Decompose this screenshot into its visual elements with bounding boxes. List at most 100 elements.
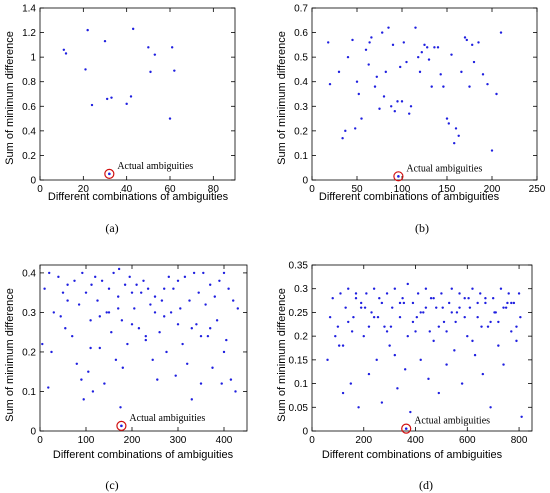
actual-ambiguity-marker	[401, 423, 412, 434]
data-point	[133, 307, 136, 310]
data-point	[372, 287, 376, 290]
data-point	[117, 267, 121, 271]
data-point	[372, 315, 376, 319]
data-point	[142, 279, 145, 283]
panel-d-letter: (d)	[419, 478, 433, 492]
y-tick-label: 0.1	[294, 379, 308, 390]
data-point	[422, 311, 425, 314]
data-point	[153, 311, 157, 314]
data-point	[192, 271, 196, 275]
data-point	[507, 292, 510, 295]
data-point	[89, 346, 92, 350]
data-point	[112, 271, 115, 275]
data-point	[98, 315, 102, 318]
x-tick-label: 100	[394, 184, 411, 195]
data-point	[188, 299, 191, 302]
data-point	[510, 330, 513, 333]
data-point	[61, 291, 65, 294]
data-point	[183, 275, 187, 279]
panel-d: Sum of minimum difference Different comb…	[276, 288, 503, 492]
panel-a-letter: (a)	[105, 221, 118, 235]
x-tick-label: 600	[459, 435, 476, 446]
actual-ambiguity-point	[120, 424, 123, 428]
data-point	[445, 117, 449, 120]
y-tick-label: 0.2	[294, 126, 308, 137]
data-point	[465, 38, 468, 42]
data-point	[227, 287, 230, 290]
y-tick-label: 0.25	[289, 308, 309, 319]
data-point	[384, 70, 387, 74]
data-point	[126, 342, 129, 346]
data-point	[427, 377, 430, 381]
actual-ambiguities-label: Actual ambiguities	[414, 416, 490, 427]
data-point	[137, 327, 141, 330]
panel-c-plot: 0 100 200 300 400 0 0.1 0.2 0.3 0.4 Actual ambigui…	[22, 264, 248, 446]
data-point	[406, 334, 409, 338]
data-point	[346, 55, 350, 59]
data-point	[105, 97, 109, 101]
data-point	[420, 51, 423, 54]
data-point	[378, 107, 381, 110]
data-point	[442, 85, 445, 88]
data-point	[90, 103, 94, 107]
data-point	[327, 41, 330, 44]
data-point	[80, 378, 83, 381]
data-point	[393, 353, 397, 357]
data-point	[341, 137, 344, 140]
data-point	[396, 387, 399, 390]
data-point	[370, 311, 373, 314]
data-point	[368, 41, 371, 44]
data-point	[48, 271, 51, 275]
data-point	[391, 306, 394, 309]
data-point	[454, 127, 458, 130]
data-point	[359, 301, 363, 305]
x-tick-label: 400	[216, 435, 233, 446]
data-point	[190, 327, 193, 330]
data-point	[519, 315, 522, 319]
data-point	[347, 287, 350, 290]
panel-b-frame	[311, 7, 538, 181]
data-point	[129, 95, 133, 98]
y-tick-label: 0.5	[294, 53, 308, 64]
y-tick-label: 0.6	[22, 102, 36, 113]
data-point	[331, 297, 334, 300]
data-point	[236, 307, 239, 310]
data-point	[328, 315, 332, 319]
x-tick-label: 20	[78, 184, 90, 195]
data-point	[351, 38, 354, 42]
data-point	[396, 100, 399, 103]
data-point	[123, 283, 127, 286]
actual-ambiguity-marker	[116, 420, 127, 431]
data-point	[466, 334, 469, 338]
data-point	[354, 297, 358, 300]
data-point	[424, 287, 428, 290]
data-point	[497, 320, 500, 324]
data-point	[169, 311, 173, 314]
y-tick-label: 0	[302, 176, 308, 187]
data-point	[339, 292, 342, 295]
data-point	[437, 391, 441, 395]
data-point	[477, 41, 480, 44]
data-point	[400, 100, 404, 103]
data-point	[363, 306, 367, 309]
data-point	[414, 330, 417, 333]
data-point	[341, 344, 345, 347]
data-point	[442, 320, 446, 324]
data-point	[429, 297, 433, 300]
data-point	[373, 85, 377, 88]
data-point	[430, 85, 433, 88]
data-point	[499, 287, 503, 290]
data-point	[98, 346, 102, 350]
data-point	[463, 297, 466, 300]
y-tick-label: 0.1	[22, 387, 36, 398]
data-point	[402, 41, 405, 44]
data-point	[403, 368, 407, 371]
data-point	[172, 287, 175, 290]
data-point	[418, 70, 422, 74]
data-point	[360, 117, 363, 120]
data-point	[409, 410, 412, 414]
data-point	[91, 390, 95, 393]
data-point	[125, 102, 128, 106]
y-tick-label: 0.2	[22, 151, 36, 162]
